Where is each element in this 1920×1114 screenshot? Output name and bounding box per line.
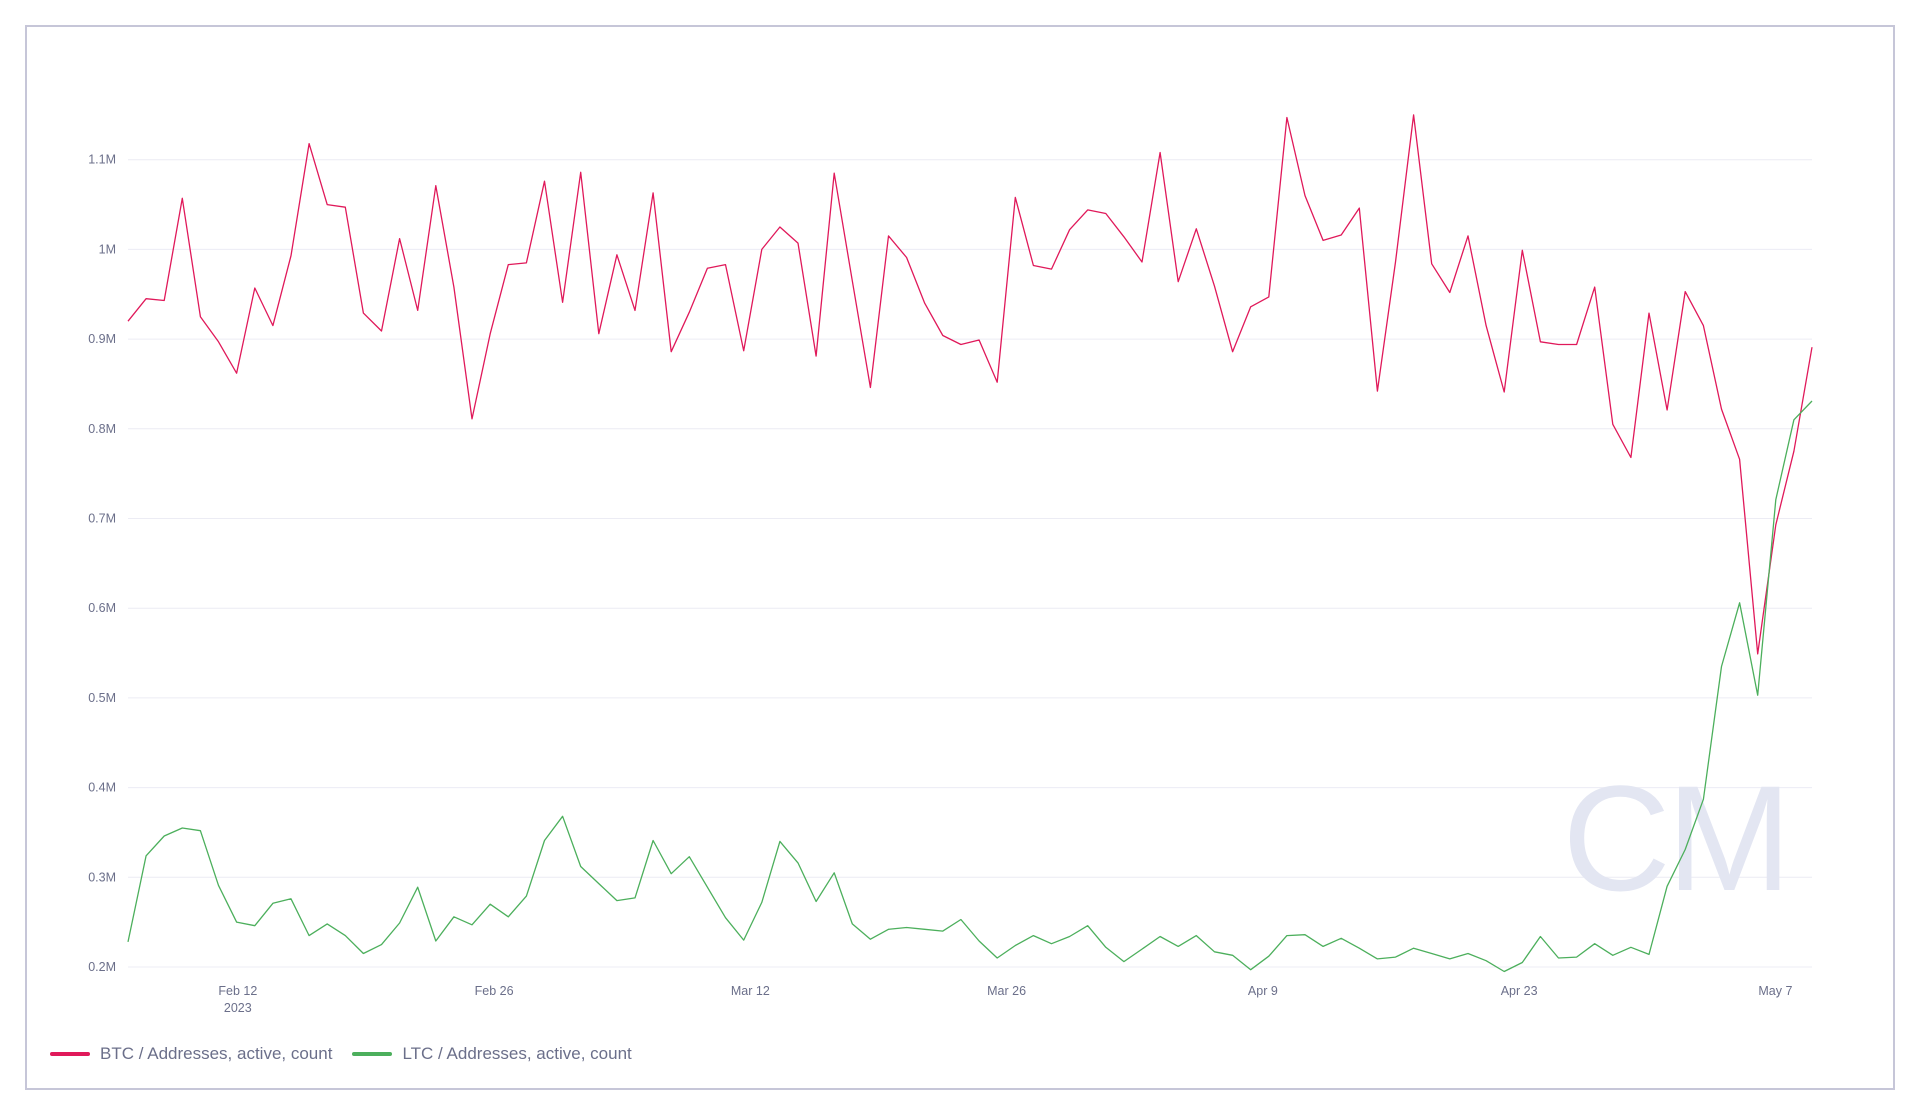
series-line-btc[interactable] — [127, 114, 1813, 655]
legend: BTC / Addresses, active, count LTC / Add… — [50, 1044, 632, 1064]
y-tick-label: 0.4M — [88, 781, 116, 795]
x-tick-label: May 7 — [1758, 984, 1792, 998]
y-axis-tick-labels: 0.2M 0.3M 0.4M 0.5M 0.6M 0.7M 0.8M 0.9M 1M 1.1M — [88, 153, 116, 974]
legend-swatch-ltc — [352, 1052, 393, 1056]
series-line-ltc[interactable] — [127, 400, 1813, 973]
y-tick-label: 0.3M — [88, 870, 116, 884]
y-tick-label: 1M — [99, 242, 116, 256]
y-tick-label: 0.8M — [88, 422, 116, 436]
x-tick-label: Mar 26 — [987, 984, 1026, 998]
legend-swatch-btc — [50, 1052, 90, 1056]
x-tick-label: Feb 26 — [475, 984, 514, 998]
x-tick-label: Feb 12 — [218, 984, 257, 998]
chart-frame — [25, 25, 1895, 1090]
x-tick-label: Mar 12 — [731, 984, 770, 998]
y-tick-label: 0.6M — [88, 601, 116, 615]
legend-label-ltc: LTC / Addresses, active, count — [402, 1044, 632, 1063]
y-tick-label: 0.5M — [88, 691, 116, 705]
legend-item-btc[interactable]: BTC / Addresses, active, count — [50, 1044, 332, 1064]
cm-watermark: CM — [1562, 754, 1787, 922]
x-tick-sublabel: 2023 — [224, 1001, 252, 1015]
x-tick-label: Apr 9 — [1248, 984, 1278, 998]
y-tick-label: 1.1M — [88, 153, 116, 167]
series-lines — [127, 114, 1813, 973]
y-tick-label: 0.7M — [88, 512, 116, 526]
y-tick-label: 0.9M — [88, 332, 116, 346]
x-axis-tick-labels: Feb 12 2023 Feb 26 Mar 12 Mar 26 Apr 9 Apr 23 M… — [218, 984, 1792, 1015]
legend-label-btc: BTC / Addresses, active, count — [100, 1044, 333, 1063]
y-tick-label: 0.2M — [88, 960, 116, 974]
legend-item-ltc[interactable]: LTC / Addresses, active, count — [352, 1044, 632, 1064]
x-tick-label: Apr 23 — [1501, 984, 1538, 998]
gridlines — [128, 159, 1812, 968]
